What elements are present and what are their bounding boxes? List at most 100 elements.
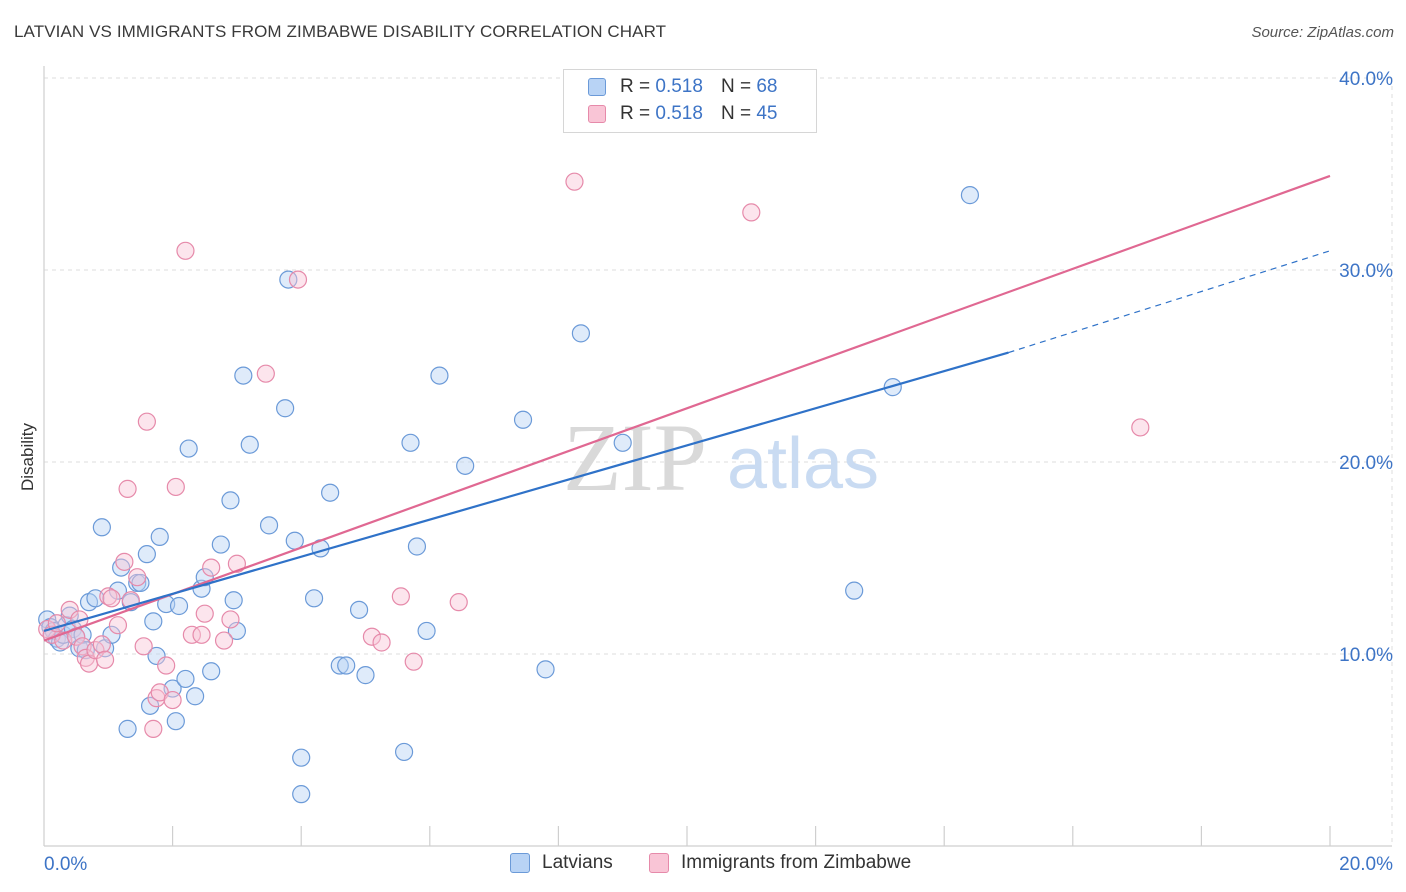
legend-r-label: R =	[620, 103, 651, 124]
latvian-point	[92, 518, 111, 537]
zimbabwe-point	[166, 477, 185, 497]
zimbabwe-point	[202, 558, 221, 577]
latvian-point	[430, 366, 449, 385]
series-label-latvians: Latvians	[542, 852, 613, 873]
latvian-point	[407, 537, 427, 556]
series-legend-latvians[interactable]: Latvians	[510, 852, 613, 874]
latvian-point	[304, 589, 324, 608]
zimbabwe-point	[565, 172, 584, 191]
latvian-point	[118, 719, 137, 738]
latvian-point	[70, 639, 89, 658]
latvian-point	[166, 712, 185, 731]
latvian-point	[150, 527, 169, 546]
latvian-point	[292, 785, 311, 804]
zimbabwe-point	[163, 690, 182, 710]
latvians-trend-extension	[1008, 250, 1331, 354]
latvian-point	[337, 656, 356, 675]
y-tick-label: 30.0%	[1339, 261, 1393, 282]
latvian-point	[456, 456, 475, 475]
watermark-atlas: atlas	[727, 424, 879, 504]
tick-labels: 10.0% 20.0% 30.0% 40.0% 0.0% 20.0%	[44, 69, 1393, 875]
latvian-point	[845, 581, 864, 600]
latvian-point	[112, 558, 131, 577]
zimbabwe-point	[742, 203, 761, 222]
latvian-point	[279, 270, 298, 289]
legend-r-value: 0.518	[655, 76, 703, 97]
zimbabwe-point	[99, 587, 118, 606]
zimbabwe-point	[102, 589, 121, 608]
zimbabwe-point	[391, 587, 410, 606]
y-axis-label: Disability	[18, 422, 37, 492]
latvian-point	[883, 378, 902, 397]
latvian-point	[137, 545, 156, 564]
legend-n-value: 45	[756, 103, 778, 124]
latvian-point	[102, 625, 121, 644]
chart-source: Source: ZipAtlas.com	[1251, 24, 1394, 41]
series-swatch-zimbabwe	[649, 853, 669, 873]
chart-title: LATVIAN VS IMMIGRANTS FROM ZIMBABWE DISA…	[14, 22, 667, 41]
zimbabwe-point	[404, 652, 423, 671]
series-legend-zimbabwe[interactable]: Immigrants from Zimbabwe	[649, 852, 911, 874]
latvian-point	[401, 433, 420, 452]
latvian-point	[169, 596, 189, 616]
latvian-point	[144, 612, 163, 631]
zimbabwe-point	[256, 364, 275, 383]
legend-swatch-latvians	[588, 78, 606, 96]
latvian-point	[960, 186, 980, 205]
latvian-point	[513, 410, 533, 429]
series-swatch-latvians	[510, 853, 530, 873]
zimbabwe-point	[227, 554, 246, 573]
legend-n-label: N =	[720, 76, 752, 97]
zimbabwe-point	[128, 568, 147, 587]
latvian-point	[240, 435, 259, 454]
latvian-point	[613, 433, 632, 452]
latvian-point	[227, 621, 246, 641]
zimbabwe-points	[38, 172, 1150, 738]
zimbabwe-point	[372, 633, 391, 652]
correlation-legend: R = 0.518 N = 68 R = 0.518 N = 45	[563, 69, 817, 133]
zimbabwe-point	[214, 631, 234, 650]
y-tick-label: 20.0%	[1339, 453, 1393, 474]
zimbabwe-trend-line	[43, 174, 1331, 642]
legend-row-latvians: R = 0.518 N = 68	[588, 75, 777, 99]
x-tick-label: 0.0%	[44, 854, 87, 875]
y-tick-label: 10.0%	[1339, 645, 1393, 666]
latvian-point	[356, 666, 375, 685]
latvians-trend-line	[43, 351, 1009, 633]
y-tick-label: 40.0%	[1339, 69, 1393, 90]
zimbabwe-point	[176, 241, 195, 260]
legend-r-value: 0.518	[655, 103, 703, 124]
latvian-point	[224, 591, 243, 610]
latvian-point	[221, 491, 240, 510]
latvian-point	[234, 366, 253, 385]
latvians-points	[38, 186, 980, 804]
zimbabwe-point	[147, 689, 166, 708]
zimbabwe-point	[362, 627, 382, 646]
latvian-point	[176, 669, 195, 689]
series-label-zimbabwe: Immigrants from Zimbabwe	[681, 852, 912, 873]
zimbabwe-point	[115, 552, 134, 571]
zimbabwe-point	[134, 637, 153, 656]
zimbabwe-point	[288, 270, 308, 289]
zimbabwe-point	[157, 656, 176, 675]
grid-layer	[44, 77, 1393, 846]
legend-row-zimbabwe: R = 0.518 N = 45	[588, 102, 777, 126]
watermark: ZIP atlas	[563, 404, 879, 511]
latvian-point	[186, 687, 205, 706]
latvian-point	[131, 573, 150, 593]
latvian-point	[147, 646, 166, 666]
zimbabwe-point	[76, 648, 95, 667]
legend-r-label: R =	[620, 76, 651, 97]
axis-layer	[43, 66, 1392, 847]
legend-n-label: N =	[720, 103, 752, 124]
zimbabwe-point	[182, 625, 201, 644]
zimbabwe-point	[195, 604, 214, 623]
zimbabwe-point	[118, 479, 137, 498]
latvian-point	[571, 324, 591, 343]
latvian-point	[259, 516, 279, 535]
latvian-point	[536, 660, 555, 679]
latvian-point	[349, 600, 369, 619]
latvian-point	[292, 748, 311, 767]
zimbabwe-point	[144, 719, 163, 738]
latvian-point	[394, 742, 414, 762]
